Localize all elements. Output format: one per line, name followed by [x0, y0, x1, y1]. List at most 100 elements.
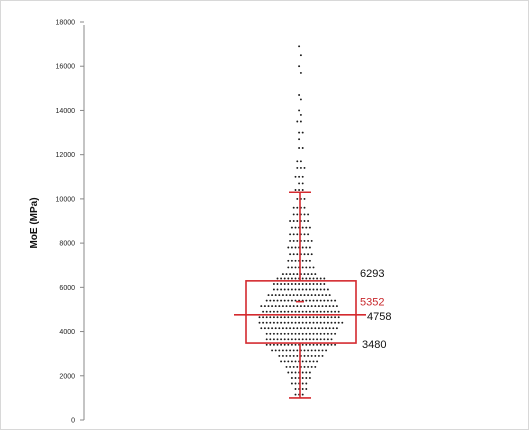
- data-point: [290, 226, 293, 229]
- data-point: [303, 294, 306, 297]
- data-point: [296, 305, 299, 308]
- data-point: [299, 294, 302, 297]
- data-point: [316, 343, 319, 346]
- data-point: [328, 327, 331, 330]
- data-point: [294, 266, 297, 269]
- data-point: [319, 343, 322, 346]
- y-tick-label-8000: 8000: [59, 241, 75, 248]
- data-point: [316, 283, 319, 285]
- data-point: [341, 321, 344, 324]
- data-point: [330, 310, 333, 313]
- data-point: [307, 294, 310, 297]
- data-point: [321, 327, 324, 330]
- data-point: [260, 305, 263, 308]
- data-point: [301, 377, 304, 379]
- data-point: [281, 294, 284, 297]
- data-point: [290, 299, 293, 302]
- data-point: [278, 349, 281, 352]
- data-point: [271, 327, 274, 330]
- data-point: [326, 288, 329, 291]
- data-point: [301, 182, 304, 185]
- data-point: [292, 213, 295, 216]
- data-point: [312, 266, 315, 269]
- data-point: [296, 365, 299, 368]
- y-tick-label-2000: 2000: [59, 373, 75, 380]
- data-point: [296, 120, 299, 123]
- data-point: [289, 239, 292, 242]
- data-point: [312, 321, 315, 324]
- data-point: [303, 233, 306, 236]
- data-point: [283, 360, 286, 363]
- data-point: [303, 354, 306, 357]
- data-point: [260, 327, 263, 330]
- data-point: [290, 277, 293, 280]
- data-point: [280, 360, 283, 363]
- data-point: [285, 354, 288, 357]
- data-point: [301, 283, 304, 285]
- y-tick-label-14000: 14000: [56, 108, 76, 115]
- data-point: [335, 305, 338, 308]
- data-point: [290, 246, 293, 249]
- data-point: [262, 316, 265, 319]
- data-point: [308, 332, 311, 335]
- data-point: [332, 327, 335, 330]
- data-point: [271, 294, 274, 297]
- data-point: [316, 299, 319, 302]
- data-point: [299, 71, 302, 74]
- data-point: [323, 277, 326, 280]
- data-point: [294, 377, 297, 379]
- data-point: [301, 332, 304, 335]
- data-point: [305, 299, 308, 302]
- data-point: [294, 288, 297, 291]
- data-point: [283, 343, 286, 346]
- data-point: [328, 305, 331, 308]
- data-point: [326, 316, 329, 319]
- data-point: [287, 266, 290, 269]
- data-point: [283, 338, 286, 341]
- data-point: [334, 321, 337, 324]
- data-point: [280, 332, 283, 335]
- data-point: [274, 349, 277, 352]
- data-point: [287, 310, 290, 313]
- data-point: [337, 316, 340, 319]
- data-point: [269, 338, 272, 341]
- data-point: [314, 349, 317, 352]
- data-point: [276, 283, 279, 285]
- data-point: [299, 160, 302, 163]
- data-point: [310, 294, 313, 297]
- data-point: [308, 343, 311, 346]
- data-point: [314, 305, 317, 308]
- data-point: [312, 343, 315, 346]
- data-point: [301, 343, 304, 346]
- data-point: [301, 266, 304, 269]
- data-point: [312, 299, 315, 302]
- data-point: [296, 213, 299, 216]
- data-point: [292, 220, 295, 222]
- data-point: [294, 175, 297, 178]
- data-point: [334, 332, 337, 335]
- data-point: [276, 343, 279, 346]
- data-point: [303, 206, 306, 209]
- data-point: [301, 131, 304, 134]
- data-point: [280, 310, 283, 313]
- data-point: [305, 388, 308, 390]
- data-point: [312, 310, 315, 313]
- data-point: [298, 288, 301, 291]
- data-point: [287, 283, 290, 285]
- data-point: [280, 277, 283, 280]
- data-point: [262, 310, 265, 313]
- data-point: [308, 299, 311, 302]
- data-point: [299, 166, 302, 169]
- data-point: [301, 246, 304, 249]
- data-point: [298, 138, 301, 141]
- data-point: [285, 327, 288, 330]
- data-point: [317, 354, 320, 357]
- data-point: [303, 239, 306, 242]
- data-point: [287, 299, 290, 302]
- data-point: [269, 321, 272, 324]
- data-point: [272, 321, 275, 324]
- data-point: [262, 321, 265, 324]
- data-point: [305, 371, 308, 374]
- data-point: [308, 283, 311, 285]
- data-point: [276, 332, 279, 335]
